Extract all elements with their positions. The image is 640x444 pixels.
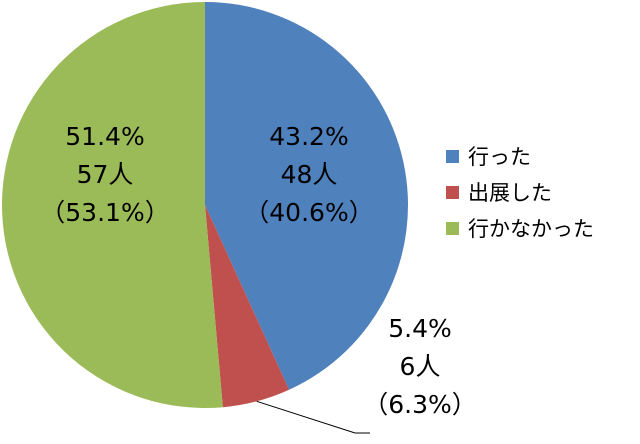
slice-label-exhibited: 5.4% 6人 （6.3%） — [355, 310, 485, 424]
pie-slice-exhibited — [205, 205, 290, 408]
slice-label-exhibited-sub: （6.3%） — [363, 390, 477, 419]
legend-swatch-exhibited — [446, 185, 459, 199]
slice-label-did-not-go-pct: 51.4% — [65, 122, 145, 151]
legend-item-went: 行った — [446, 138, 594, 174]
slice-label-went-count: 48人 — [280, 160, 338, 189]
legend-item-did-not-go: 行かなかった — [446, 210, 594, 246]
pie-slice-did-not-go — [2, 2, 223, 408]
legend-swatch-did-not-go — [446, 221, 459, 235]
slice-label-went: 43.2% 48人 （40.6%） — [244, 118, 374, 232]
legend-item-exhibited: 出展した — [446, 174, 594, 210]
slice-label-did-not-go-sub: （53.1%） — [40, 198, 170, 227]
legend-swatch-went — [446, 149, 459, 163]
slice-label-did-not-go-count: 57人 — [76, 160, 134, 189]
slice-label-did-not-go: 51.4% 57人 （53.1%） — [30, 118, 180, 232]
slice-label-exhibited-pct: 5.4% — [388, 314, 452, 343]
pie-slice-went — [205, 2, 409, 390]
legend: 行った 出展した 行かなかった — [446, 138, 594, 246]
leader-line-exhibited — [256, 400, 370, 434]
legend-label-went: 行った — [468, 145, 531, 169]
slice-label-went-sub: （40.6%） — [244, 198, 374, 227]
legend-label-did-not-go: 行かなかった — [468, 217, 594, 241]
slice-label-went-pct: 43.2% — [269, 122, 349, 151]
legend-label-exhibited: 出展した — [468, 181, 552, 205]
slice-label-exhibited-count: 6人 — [399, 352, 441, 381]
